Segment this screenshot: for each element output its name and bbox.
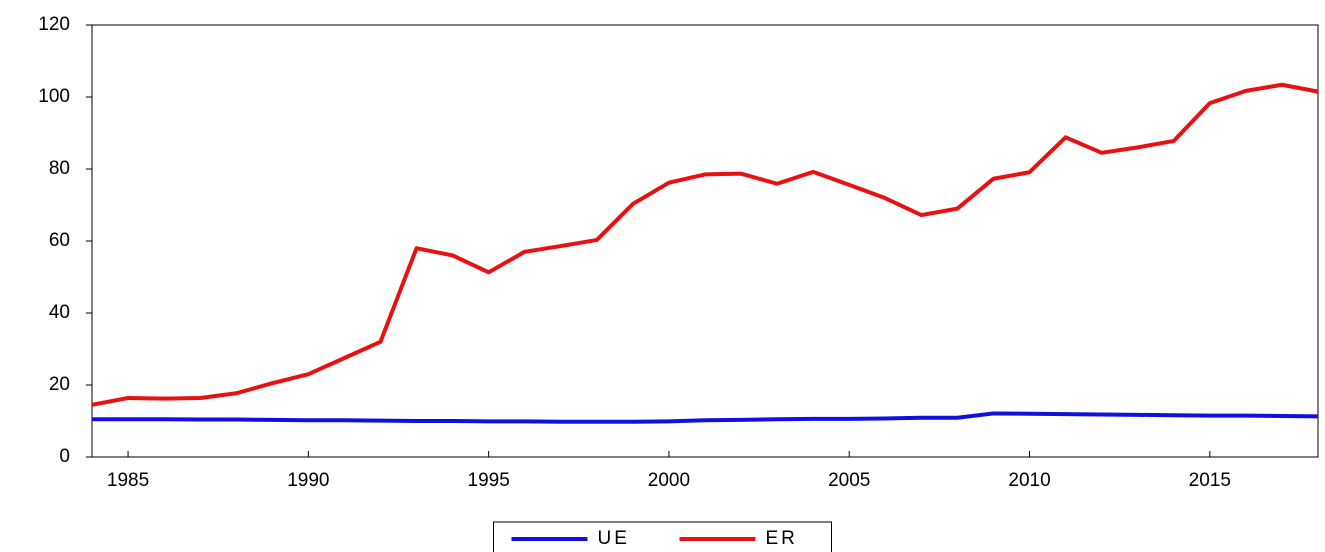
x-tick-label: 2005: [828, 470, 870, 491]
y-tick-label: 120: [38, 14, 70, 35]
y-tick-label: 60: [49, 230, 70, 251]
y-tick-label: 20: [49, 374, 70, 395]
x-tick-label: 1990: [287, 470, 329, 491]
plot-frame: [91, 24, 1319, 458]
legend-label: ER: [766, 528, 798, 549]
legend-label: UE: [598, 528, 630, 549]
x-tick-label: 1985: [107, 470, 149, 491]
x-tick-label: 2010: [1008, 470, 1050, 491]
y-tick-label: 40: [49, 302, 70, 323]
x-tick-label: 2015: [1189, 470, 1231, 491]
series-line: [92, 411, 1319, 424]
x-tick-label: 2000: [648, 470, 690, 491]
x-tick-label: 1995: [468, 470, 510, 491]
series-line: [91, 82, 1319, 407]
y-tick-label: 80: [49, 158, 70, 179]
y-tick-label: 0: [59, 446, 70, 467]
y-tick-label: 100: [38, 86, 70, 107]
